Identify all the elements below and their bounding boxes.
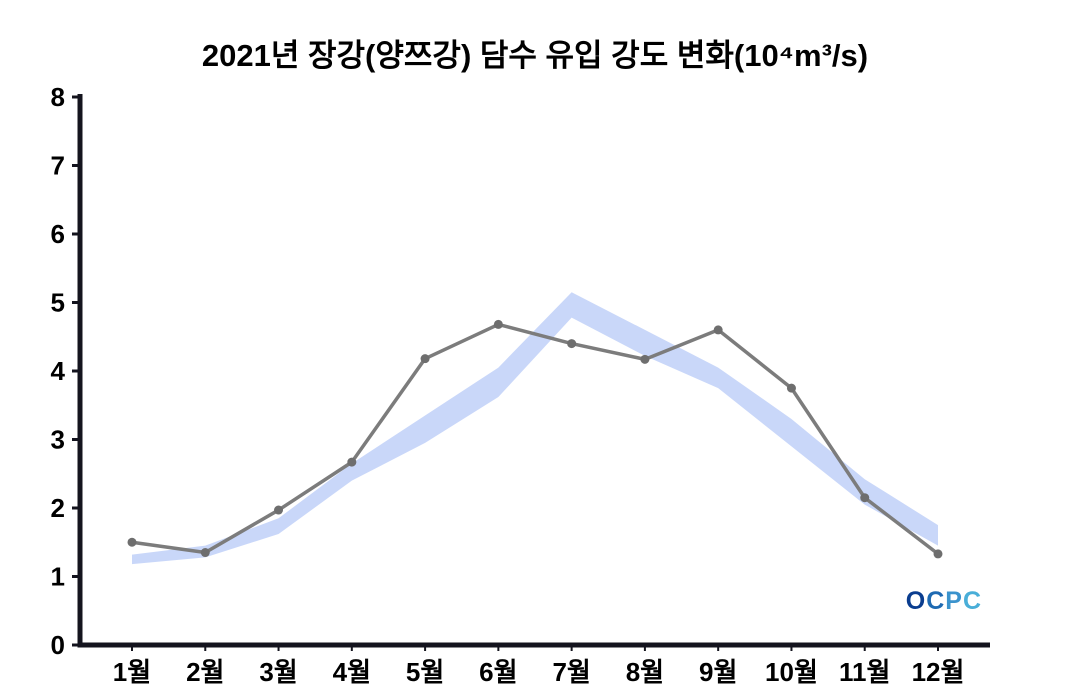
x-tick-label: 10월 — [765, 657, 818, 687]
data-point — [860, 493, 870, 503]
data-point — [200, 548, 210, 558]
data-point — [420, 354, 430, 364]
x-tick-label: 9월 — [699, 657, 737, 687]
data-point — [786, 383, 796, 393]
x-tick-label: 11월 — [839, 657, 890, 687]
ocpc-logo-letter: C — [926, 587, 946, 615]
x-tick-label: 1월 — [113, 657, 151, 687]
data-point — [347, 457, 357, 467]
data-point — [127, 537, 137, 547]
data-point — [640, 354, 650, 364]
y-tick-label: 0 — [51, 630, 65, 660]
ocpc-logo-letter: C — [962, 587, 982, 615]
x-tick-label: 3월 — [259, 657, 297, 687]
x-tick-label: 2월 — [186, 657, 224, 687]
data-point — [274, 505, 284, 515]
data-point — [713, 325, 723, 335]
ocpc-logo-letter: O — [905, 587, 927, 615]
x-tick-label: 4월 — [333, 657, 371, 687]
y-tick-label: 1 — [51, 562, 65, 592]
x-tick-label: 7월 — [552, 657, 590, 687]
y-tick-label: 6 — [51, 219, 65, 249]
data-point — [933, 549, 943, 559]
climatology-band — [132, 292, 938, 565]
y-tick-label: 3 — [51, 425, 65, 455]
x-tick-label: 6월 — [479, 657, 517, 687]
ocpc-logo: OCPC — [906, 587, 982, 616]
ocpc-logo-letter: P — [945, 587, 963, 615]
y-tick-label: 7 — [51, 151, 65, 181]
chart-title: 2021년 장강(양쯔강) 담수 유입 강도 변화(10⁴m³/s) — [201, 38, 869, 73]
y-tick-label: 2 — [51, 493, 65, 523]
y-tick-label: 4 — [51, 356, 66, 386]
data-point — [567, 339, 577, 349]
y-tick-label: 5 — [51, 288, 65, 318]
observed-line — [130, 322, 940, 556]
x-tick-label: 12월 — [912, 657, 965, 687]
x-tick-label: 5월 — [406, 657, 444, 687]
data-point — [493, 319, 503, 329]
y-tick-label: 8 — [51, 82, 65, 112]
x-tick-label: 8월 — [626, 657, 664, 687]
